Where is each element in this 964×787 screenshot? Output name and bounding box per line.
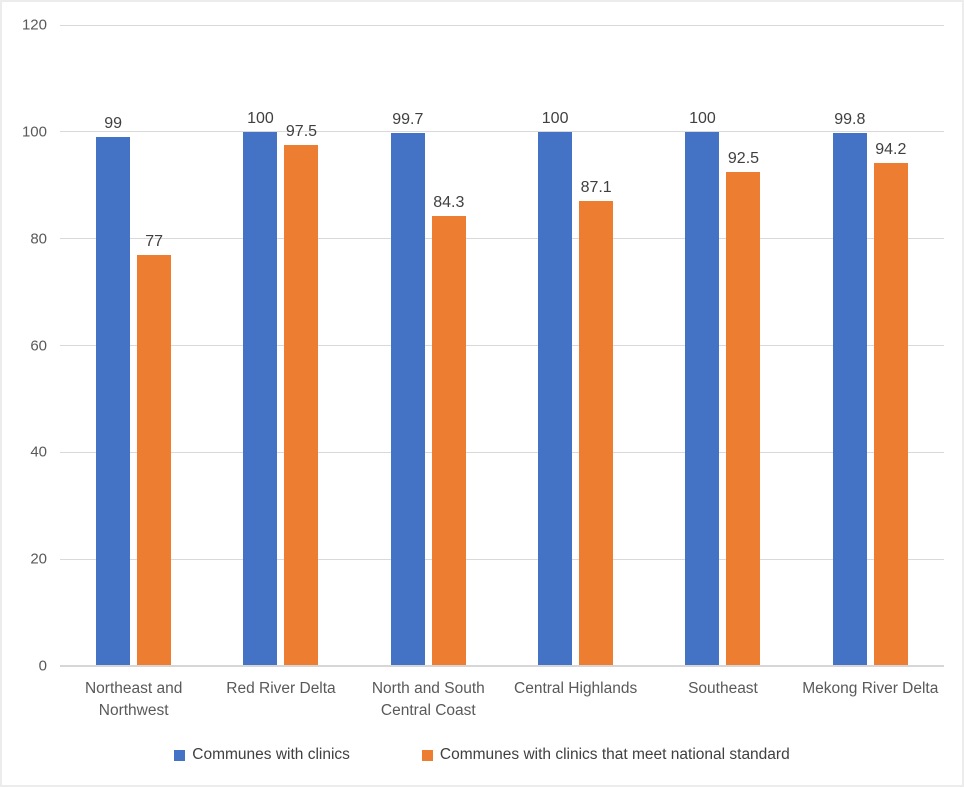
bar-value-label: 100 xyxy=(689,109,716,127)
bar xyxy=(685,131,720,666)
legend-label: Communes with clinics xyxy=(192,746,350,763)
legend-swatch-icon xyxy=(421,749,433,761)
bar-column: 100 xyxy=(685,25,720,666)
y-tick-label: 20 xyxy=(30,550,47,568)
bar xyxy=(873,162,908,666)
legend-label: Communes with clinics that meet national… xyxy=(439,746,790,763)
bar-value-label: 84.3 xyxy=(433,193,465,211)
gridline xyxy=(60,558,944,560)
legend-item: Communes with clinics xyxy=(174,746,350,764)
bar-column: 99.7 xyxy=(390,25,425,666)
gridline xyxy=(60,451,944,453)
legend: Communes with clinics Communes with clini… xyxy=(2,746,962,764)
gridline xyxy=(60,238,944,240)
bar-group: 100 97.5 xyxy=(207,25,354,666)
bar-group: 99 77 xyxy=(60,25,207,666)
bar-column: 87.1 xyxy=(579,25,614,666)
bar-group: 100 87.1 xyxy=(502,25,649,666)
plot-area: 0 20 40 60 80 100 120 99 77 100 97.5 99.7 84.3 100 87.… xyxy=(22,17,944,675)
bar xyxy=(726,171,761,666)
y-tick-label: 100 xyxy=(21,123,47,141)
bar-column: 99 xyxy=(96,25,131,666)
bar-group: 99.7 84.3 xyxy=(355,25,502,666)
legend-swatch-icon xyxy=(174,749,186,761)
bar xyxy=(390,133,425,666)
gridline xyxy=(60,24,944,26)
bar-value-label: 94.2 xyxy=(875,140,907,158)
bar-value-label: 92.5 xyxy=(727,149,760,167)
x-category-label: Red River Delta xyxy=(226,680,336,697)
y-tick-label: 120 xyxy=(21,16,47,34)
bar-value-label: 99.7 xyxy=(392,111,424,129)
x-category-label: Central Highlands xyxy=(514,680,638,697)
bar-value-label: 77 xyxy=(145,232,164,250)
y-tick-label: 40 xyxy=(30,443,47,461)
bar xyxy=(137,254,172,666)
bar xyxy=(284,145,319,666)
bar-value-label: 87.1 xyxy=(580,178,612,196)
bar-groups: 99 77 100 97.5 99.7 84.3 100 87.1 100 92.5 99.8 94.… xyxy=(60,25,944,666)
y-tick-label: 60 xyxy=(30,337,47,354)
bar-value-label: 97.5 xyxy=(285,123,318,141)
legend-item: Communes with clinics that meet national… xyxy=(421,746,790,764)
x-category-label: Mekong River Delta xyxy=(802,680,939,697)
bar xyxy=(579,200,614,666)
bar xyxy=(96,137,131,666)
gridline xyxy=(60,131,944,133)
x-axis-line xyxy=(60,665,944,667)
bar-column: 77 xyxy=(137,25,172,666)
bar-group: 99.8 94.2 xyxy=(797,25,944,666)
bar-column: 97.5 xyxy=(284,25,319,666)
bar xyxy=(832,132,867,666)
x-axis-labels: Northeast and Northwest Red River Delta No… xyxy=(60,678,944,722)
x-category-label: North and South Central Coast xyxy=(371,680,485,719)
bar-value-label: 99 xyxy=(104,115,123,133)
bar-column: 84.3 xyxy=(431,25,466,666)
y-tick-label: 80 xyxy=(30,230,47,248)
bar-column: 100 xyxy=(243,25,278,666)
bar-column: 99.8 xyxy=(832,25,867,666)
bar-column: 100 xyxy=(538,25,573,666)
y-tick-label: 0 xyxy=(38,657,47,675)
bar-value-label: 99.8 xyxy=(834,110,866,128)
bar-group: 100 92.5 xyxy=(649,25,796,666)
x-category-label: Northeast and Northwest xyxy=(84,680,183,719)
bar-column: 94.2 xyxy=(873,25,908,666)
bar-column: 92.5 xyxy=(726,25,761,666)
bar-value-label: 100 xyxy=(541,109,569,127)
bar-value-label: 100 xyxy=(247,109,274,127)
bar xyxy=(538,131,573,666)
x-category-label: Southeast xyxy=(688,680,758,697)
bar xyxy=(243,131,278,666)
gridline xyxy=(60,345,944,346)
bar xyxy=(431,215,466,666)
